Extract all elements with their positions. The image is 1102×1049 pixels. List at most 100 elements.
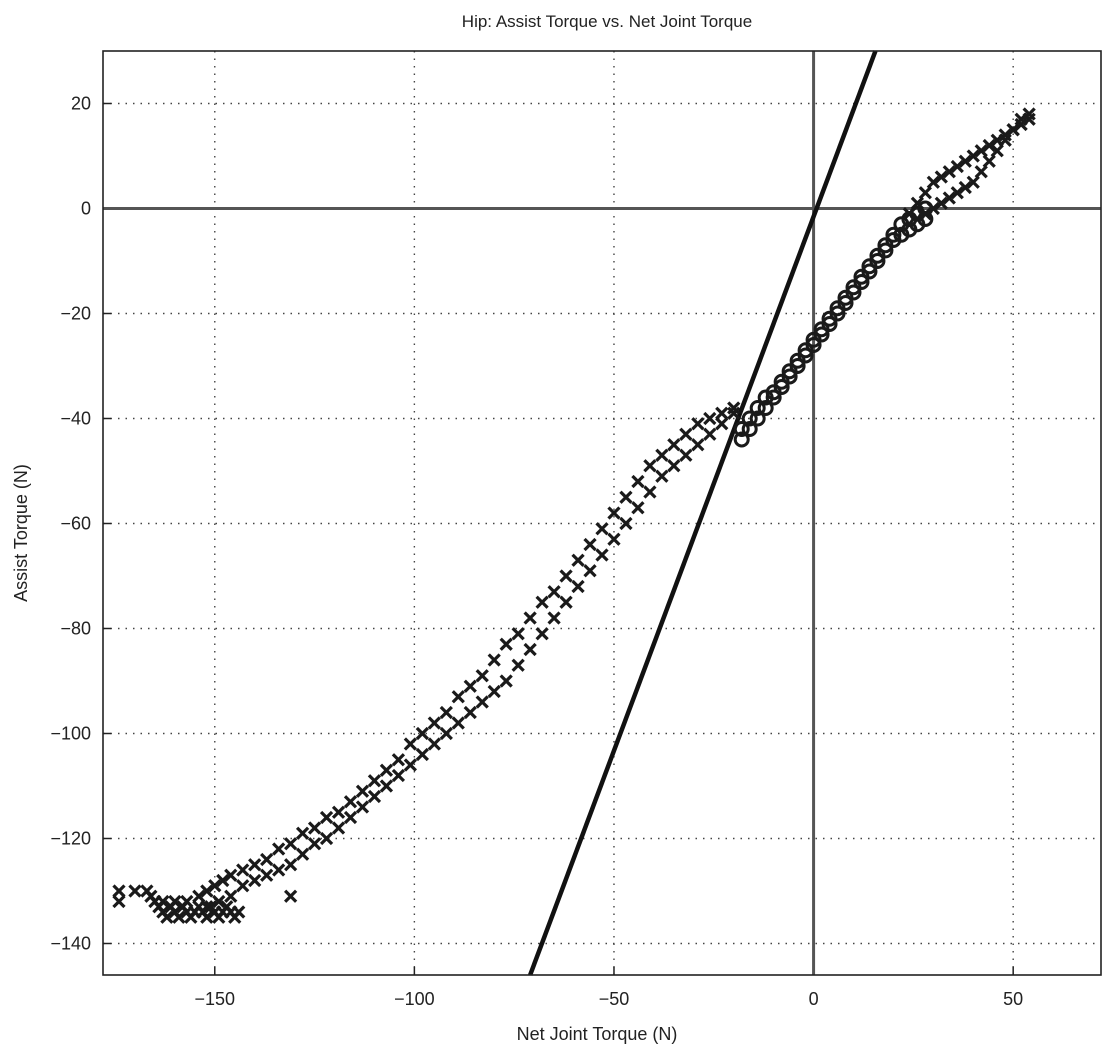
o-marker	[773, 379, 790, 395]
x-marker	[156, 894, 170, 909]
x-tick-label: −50	[599, 989, 630, 1009]
data-points	[112, 107, 1036, 924]
x-marker	[583, 564, 597, 578]
x-marker	[248, 858, 262, 872]
x-marker	[463, 705, 477, 720]
x-marker	[367, 774, 382, 788]
x-tick-label: −150	[195, 989, 236, 1009]
x-axis-label: Net Joint Torque (N)	[517, 1024, 678, 1044]
x-marker	[295, 847, 310, 861]
x-marker	[535, 595, 549, 609]
fit-line	[528, 50, 878, 976]
x-marker	[523, 611, 537, 625]
x-marker	[667, 438, 681, 452]
x-marker	[691, 417, 705, 431]
o-marker	[869, 253, 886, 269]
x-marker	[1006, 123, 1020, 137]
x-marker	[942, 191, 956, 205]
x-marker	[260, 852, 274, 867]
x-marker	[926, 175, 940, 189]
x-marker	[619, 490, 633, 504]
x-marker	[982, 138, 996, 153]
o-marker	[781, 368, 798, 385]
x-marker	[619, 516, 633, 531]
x-marker	[283, 858, 298, 872]
o-marker	[917, 200, 934, 217]
x-marker	[511, 658, 525, 672]
y-tick-label: −40	[60, 409, 91, 429]
y-tick-label: −140	[50, 934, 91, 954]
x-marker	[427, 716, 441, 730]
x-marker	[415, 726, 429, 741]
x-tick-label: −100	[394, 989, 435, 1009]
plot-frame	[102, 50, 1102, 976]
x-marker	[379, 779, 394, 793]
x-marker	[950, 159, 964, 174]
o-marker	[885, 226, 902, 243]
y-tick-label: 20	[71, 94, 91, 114]
x-marker	[200, 900, 214, 914]
x-marker	[295, 826, 310, 840]
x-marker	[172, 910, 186, 924]
x-marker	[571, 579, 585, 594]
x-marker	[212, 894, 226, 909]
x-marker	[475, 695, 489, 709]
x-marker	[595, 548, 609, 562]
x-marker	[990, 144, 1004, 158]
x-marker	[200, 910, 214, 924]
x-marker	[367, 789, 382, 804]
o-marker	[741, 410, 758, 427]
x-marker	[216, 873, 230, 888]
o-marker	[805, 337, 822, 353]
x-marker	[727, 406, 741, 420]
x-marker	[703, 411, 717, 426]
o-marker	[765, 389, 782, 406]
x-marker	[236, 879, 250, 893]
x-marker	[224, 889, 238, 903]
x-tick-label: 0	[809, 989, 819, 1009]
x-tick-label: 50	[1003, 989, 1023, 1009]
x-marker	[200, 884, 214, 898]
x-marker	[643, 485, 657, 499]
x-marker	[487, 684, 501, 699]
x-marker	[391, 768, 406, 783]
x-marker	[208, 879, 222, 893]
o-marker	[733, 431, 750, 448]
x-marker	[355, 800, 370, 814]
x-marker	[958, 154, 972, 168]
fit-line-group	[528, 50, 878, 976]
x-marker	[439, 726, 453, 741]
o-marker	[877, 242, 894, 259]
x-marker	[715, 417, 729, 431]
x-marker	[934, 196, 948, 210]
y-tick-label: −20	[60, 304, 91, 324]
x-marker	[232, 905, 246, 919]
x-marker	[679, 427, 693, 441]
x-marker	[559, 595, 573, 609]
x-marker	[224, 868, 238, 882]
x-marker	[499, 637, 513, 651]
x-marker	[403, 758, 418, 772]
o-marker	[741, 421, 758, 437]
x-marker	[918, 186, 932, 200]
x-marker	[667, 459, 681, 473]
x-marker	[679, 448, 693, 462]
x-marker	[160, 910, 174, 924]
x-marker	[974, 144, 988, 158]
x-marker	[391, 753, 406, 767]
x-marker	[691, 438, 705, 452]
x-marker	[607, 506, 621, 520]
x-marker	[427, 737, 441, 751]
o-marker	[789, 358, 806, 374]
x-marker	[1022, 107, 1036, 121]
o-marker	[749, 410, 766, 427]
x-marker	[439, 705, 453, 720]
o-marker	[837, 295, 854, 311]
x-marker	[950, 186, 964, 200]
grid	[103, 51, 1101, 975]
x-marker	[272, 863, 286, 877]
o-marker	[749, 400, 766, 416]
x-marker	[655, 469, 669, 483]
o-marker	[861, 263, 878, 280]
x-marker	[307, 837, 322, 851]
